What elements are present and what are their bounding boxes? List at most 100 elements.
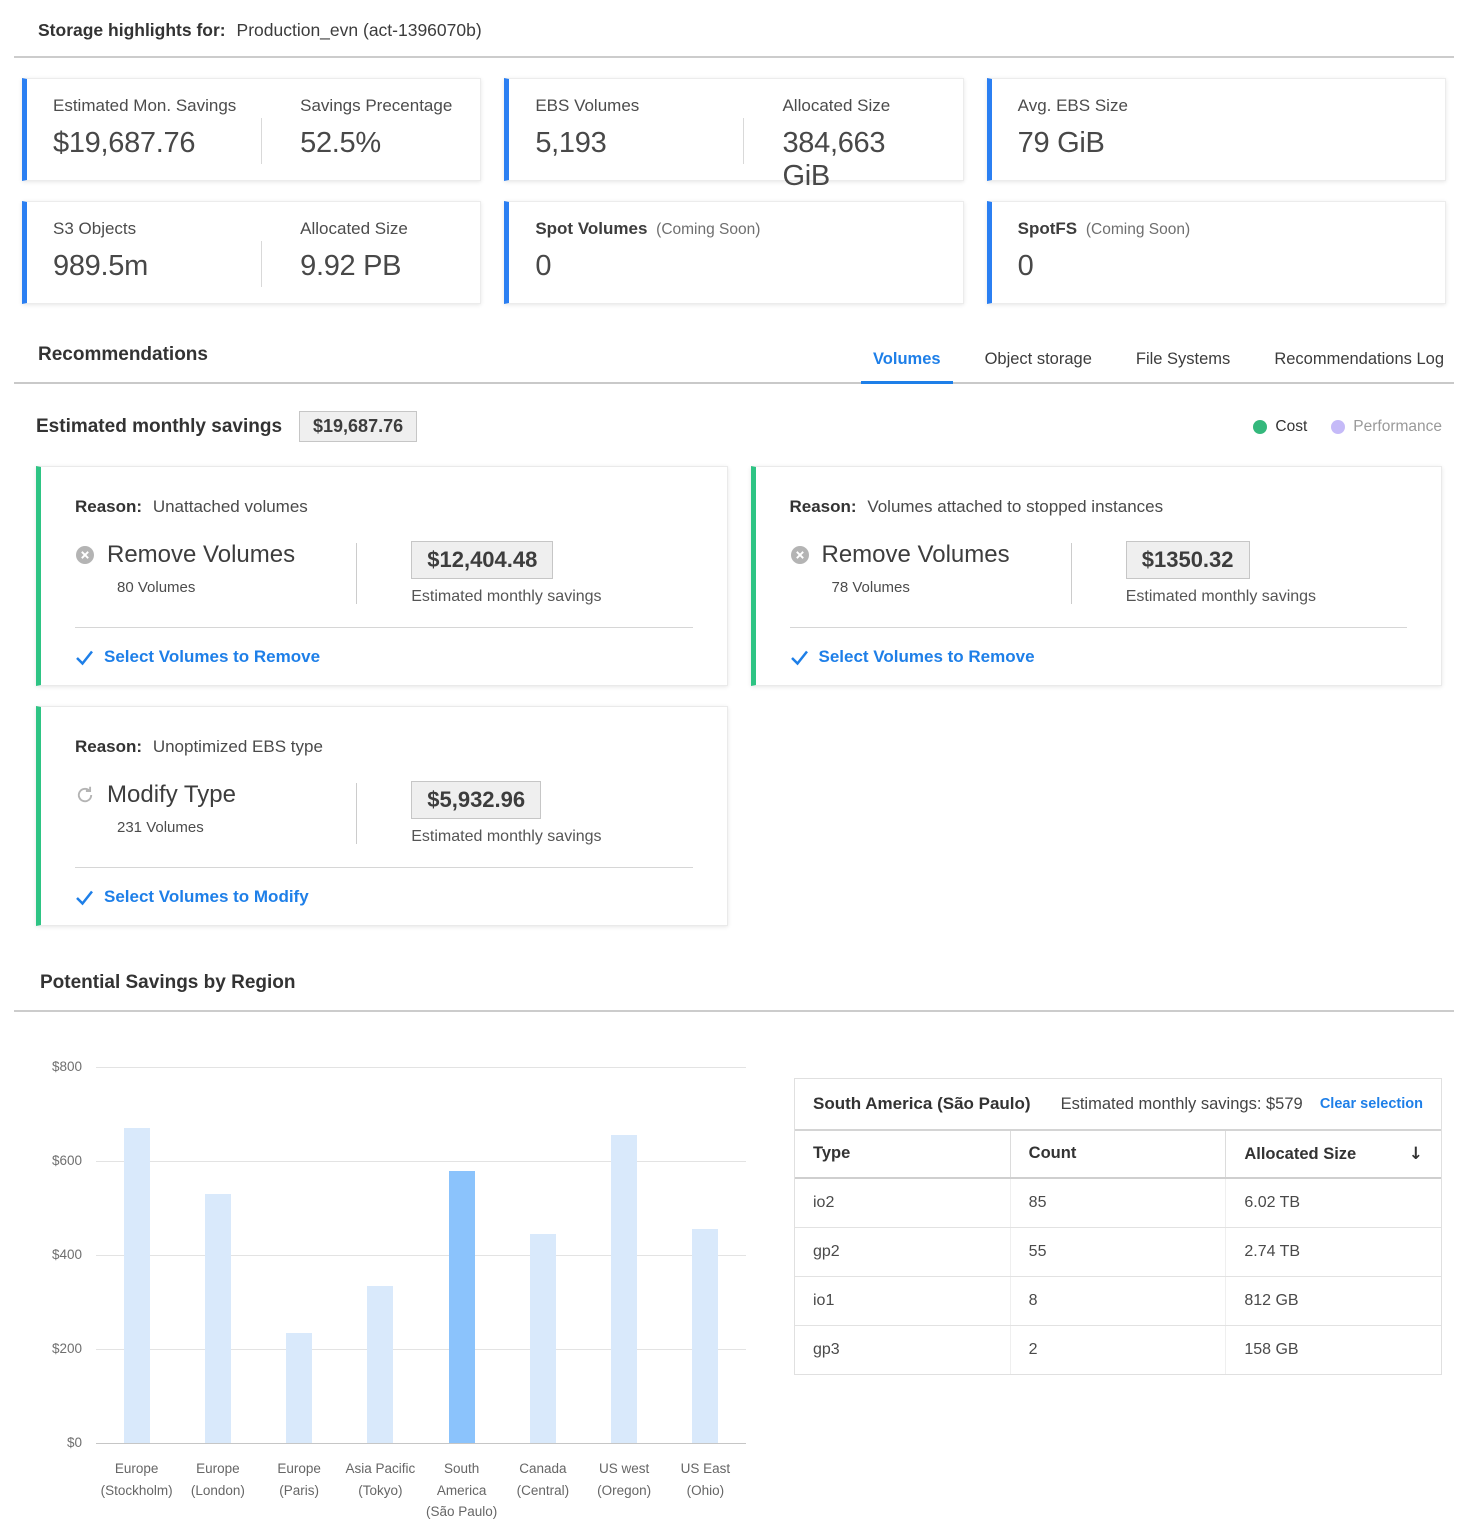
rec-divider bbox=[1070, 543, 1072, 604]
chart-bar-5[interactable] bbox=[529, 1234, 556, 1443]
cell-type: io1 bbox=[813, 1292, 835, 1309]
clear-selection-link[interactable]: Clear selection bbox=[1319, 1096, 1423, 1112]
card-s3-objects: S3 Objects 989.5m Allocated Size 9.92 PB bbox=[22, 201, 482, 304]
amount-value: $5,932.96 bbox=[411, 781, 542, 819]
y-axis-tick-label: $200 bbox=[51, 1341, 82, 1356]
select-volumes-to-modify-link[interactable]: Select Volumes to Modify bbox=[75, 887, 693, 907]
stat-value: 5,193 bbox=[535, 127, 607, 159]
tab-recommendations-log[interactable]: Recommendations Log bbox=[1274, 350, 1444, 368]
stat-s3-objects: S3 Objects 989.5m bbox=[53, 219, 261, 293]
chart-bar-slot bbox=[96, 1128, 177, 1443]
tab-volumes[interactable]: Volumes bbox=[861, 350, 953, 384]
x-axis-label: Europe (Paris) bbox=[277, 1461, 321, 1498]
stat-ebs-volumes: EBS Volumes 5,193 bbox=[535, 96, 743, 170]
cell-allocated-size: 2.74 TB bbox=[1225, 1228, 1441, 1276]
chart-bar-1[interactable] bbox=[204, 1194, 231, 1443]
x-axis-label: Europe (Stockholm) bbox=[100, 1461, 173, 1498]
cell-count: 55 bbox=[1009, 1228, 1226, 1276]
stat-divider bbox=[261, 118, 263, 164]
region-savings-text: Estimated monthly savings: $579 bbox=[1060, 1094, 1303, 1113]
rec-card-stopped-instances: Reason: Volumes attached to stopped inst… bbox=[750, 466, 1442, 686]
y-axis-tick-label: $600 bbox=[51, 1153, 82, 1168]
card-avg-ebs-size: Avg. EBS Size 79 GiB bbox=[986, 78, 1446, 181]
rec-action: Remove Volumes 78 Volumes bbox=[790, 541, 1071, 606]
legend-label: Cost bbox=[1275, 417, 1308, 435]
stat-label: EBS Volumes bbox=[535, 96, 640, 115]
rec-amount: $1350.32 Estimated monthly savings bbox=[1072, 541, 1407, 606]
rec-action: Modify Type 231 Volumes bbox=[75, 781, 356, 846]
remove-circle-icon bbox=[790, 545, 810, 565]
region-detail-panel: South America (São Paulo) Estimated mont… bbox=[794, 1078, 1442, 1375]
stat-label: Allocated Size bbox=[782, 96, 891, 115]
column-header-label: Allocated Size bbox=[1244, 1144, 1357, 1163]
rec-action: Remove Volumes 80 Volumes bbox=[75, 541, 356, 606]
card-ebs-volumes: EBS Volumes 5,193 Allocated Size 384,663… bbox=[504, 78, 964, 192]
tab-object-storage[interactable]: Object storage bbox=[984, 350, 1092, 368]
stat-label: Avg. EBS Size bbox=[1017, 96, 1128, 115]
chart-gridline: $800 bbox=[52, 1059, 746, 1074]
chart-bar-2[interactable] bbox=[286, 1333, 313, 1443]
reason-line: Reason: Unattached volumes bbox=[75, 497, 693, 517]
chart-bar-3[interactable] bbox=[367, 1286, 394, 1443]
rec-card-unattached-volumes: Reason: Unattached volumes Remove Volume… bbox=[36, 466, 728, 686]
stat-savings-percentage: Savings Precentage 52.5% bbox=[262, 96, 454, 170]
stats-grid: Estimated Mon. Savings $19,687.76 Saving… bbox=[14, 78, 1454, 304]
tab-file-systems[interactable]: File Systems bbox=[1135, 350, 1231, 368]
select-volumes-to-remove-link[interactable]: Select Volumes to Remove bbox=[790, 647, 1408, 667]
action-title: Remove Volumes bbox=[107, 541, 296, 568]
coming-soon-note: (Coming Soon) bbox=[656, 221, 761, 238]
table-row: io2 85 6.02 TB bbox=[795, 1179, 1441, 1228]
check-icon bbox=[790, 649, 809, 666]
region-section-title: Potential Savings by Region bbox=[40, 972, 296, 993]
region-detail-table: South America (São Paulo) Estimated mont… bbox=[794, 1078, 1442, 1375]
chart-bar-slot bbox=[665, 1229, 746, 1443]
rec-card-unoptimized-ebs-type: Reason: Unoptimized EBS type Modify Type… bbox=[36, 706, 728, 926]
amount-value: $12,404.48 bbox=[411, 541, 554, 579]
x-axis-label: Asia Pacific (Tokyo) bbox=[345, 1461, 416, 1498]
table-row: io1 8 812 GB bbox=[795, 1277, 1441, 1326]
savings-summary: Estimated monthly savings $19,687.76 bbox=[36, 411, 418, 442]
account-name: Production_evn (act-1396070b) bbox=[236, 20, 482, 40]
tab-bar: Volumes Object storage File Systems Reco… bbox=[861, 350, 1444, 384]
region-content: $800 $600 $400 $200 $0 Europe (Stockholm) Euro… bbox=[14, 1052, 1454, 1523]
stat-value: 384,663 GiB bbox=[782, 127, 886, 192]
chart-bar-0[interactable] bbox=[123, 1128, 150, 1443]
chart-bar-6[interactable] bbox=[611, 1135, 638, 1443]
column-header-count[interactable]: Count bbox=[1009, 1131, 1226, 1177]
select-volumes-to-remove-link[interactable]: Select Volumes to Remove bbox=[75, 647, 693, 667]
cell-allocated-size: 158 GB bbox=[1225, 1326, 1441, 1374]
amount-value: $1350.32 bbox=[1125, 541, 1250, 579]
column-header-allocated-size[interactable]: Allocated Size ↓ bbox=[1225, 1131, 1441, 1177]
chart-bar-slot bbox=[421, 1171, 502, 1443]
savings-by-region-chart: $800 $600 $400 $200 $0 Europe (Stockholm) Euro… bbox=[28, 1052, 746, 1523]
chart-bar-7[interactable] bbox=[692, 1229, 719, 1443]
performance-dot-icon bbox=[1331, 419, 1346, 434]
action-count: 78 Volumes bbox=[831, 579, 910, 596]
stat-name: SpotFS bbox=[1017, 219, 1078, 238]
cell-allocated-size: 6.02 TB bbox=[1225, 1179, 1441, 1227]
x-axis-label: Europe (London) bbox=[190, 1461, 245, 1498]
sort-descending-icon[interactable]: ↓ bbox=[1408, 1144, 1424, 1164]
cell-count: 8 bbox=[1009, 1277, 1226, 1325]
page-title-label: Storage highlights for: bbox=[38, 20, 226, 40]
x-axis-label: South America (São Paulo) bbox=[425, 1461, 498, 1520]
selected-region-name: South America (São Paulo) bbox=[813, 1094, 1031, 1113]
column-header-type[interactable]: Type bbox=[813, 1144, 851, 1162]
recommendations-header: Recommendations Volumes Object storage F… bbox=[14, 344, 1454, 384]
chart-gridline: $400 bbox=[52, 1247, 746, 1262]
card-estimated-savings: Estimated Mon. Savings $19,687.76 Saving… bbox=[22, 78, 482, 181]
savings-summary-value: $19,687.76 bbox=[299, 411, 418, 442]
legend-label: Performance bbox=[1353, 417, 1442, 435]
reason-text: Unoptimized EBS type bbox=[152, 737, 323, 756]
chart-bar-4[interactable] bbox=[448, 1171, 475, 1443]
rec-card-body: Modify Type 231 Volumes $5,932.96 Estima… bbox=[75, 781, 693, 846]
rec-card-body: Remove Volumes 80 Volumes $12,404.48 Est… bbox=[75, 541, 693, 606]
table-row: gp2 55 2.74 TB bbox=[795, 1228, 1441, 1277]
rec-hr bbox=[789, 627, 1407, 628]
x-axis-label: Canada (Central) bbox=[516, 1461, 570, 1498]
legend-item-cost: Cost bbox=[1253, 418, 1307, 436]
region-divider bbox=[14, 1010, 1454, 1012]
cell-type: gp2 bbox=[813, 1243, 840, 1260]
stat-label: Savings Precentage bbox=[300, 96, 453, 115]
